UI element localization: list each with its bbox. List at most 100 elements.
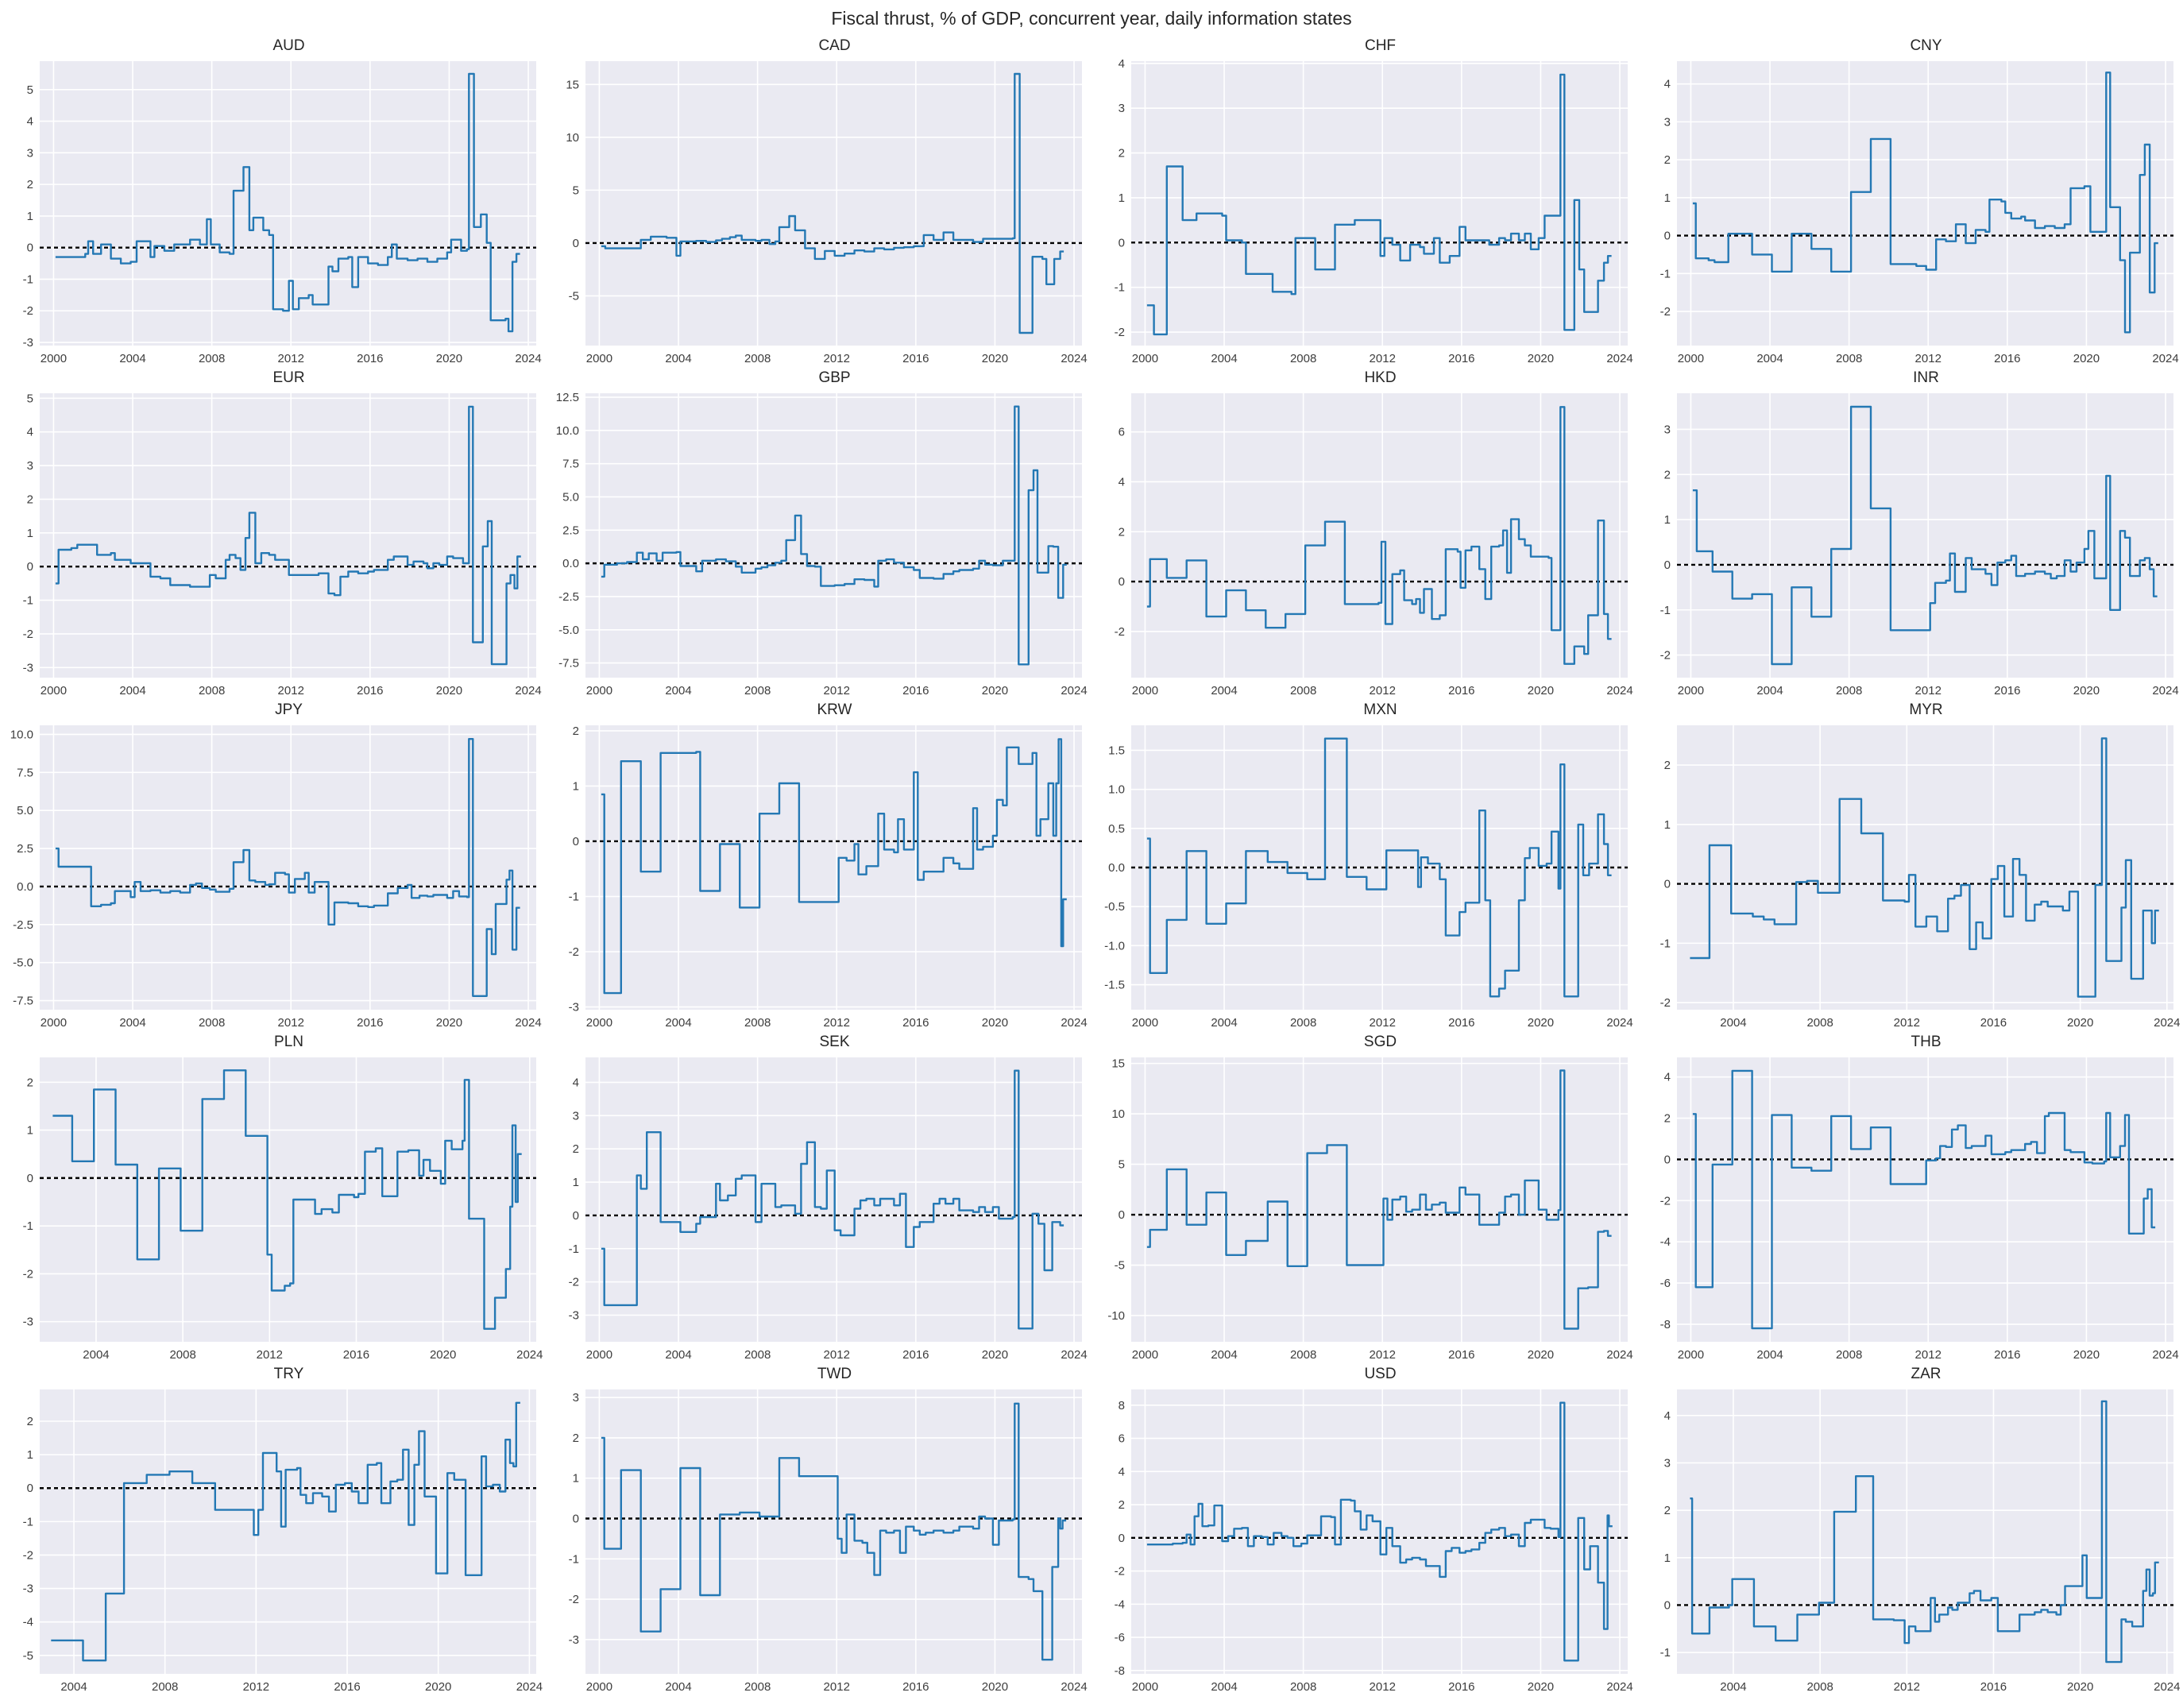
svg-text:2016: 2016 bbox=[902, 1016, 929, 1030]
svg-text:0: 0 bbox=[573, 835, 579, 848]
chart-plot: 2000 2004 2008 2012 2016 2020 2024 3 2 1 0 -1 -2 -3 bbox=[569, 1389, 1088, 1694]
svg-text:0: 0 bbox=[27, 1172, 33, 1185]
svg-text:2020: 2020 bbox=[436, 352, 462, 365]
svg-text:2020: 2020 bbox=[2067, 1680, 2093, 1694]
svg-text:2024: 2024 bbox=[1606, 1016, 1632, 1030]
svg-text:0: 0 bbox=[573, 1512, 579, 1525]
svg-text:1: 1 bbox=[573, 1176, 579, 1189]
svg-text:2: 2 bbox=[1664, 1504, 1671, 1517]
svg-text:1: 1 bbox=[27, 1124, 33, 1138]
svg-text:4: 4 bbox=[1664, 1409, 1671, 1423]
svg-text:-2.5: -2.5 bbox=[558, 590, 579, 604]
svg-text:1: 1 bbox=[1664, 818, 1671, 832]
chart-panel-jpy: JPY 2000 2004 2008 2012 2016 2020 2024 10.0 7.5 5… bbox=[0, 700, 546, 1032]
chart-plot: 2000 2004 2008 2012 2016 2020 2024 10.0 7.5 5.0 2.… bbox=[10, 725, 542, 1030]
svg-text:2016: 2016 bbox=[1448, 352, 1474, 365]
svg-text:-1: -1 bbox=[23, 272, 33, 286]
svg-text:4: 4 bbox=[573, 1076, 579, 1089]
svg-text:6: 6 bbox=[1119, 1432, 1125, 1446]
svg-text:2004: 2004 bbox=[665, 684, 691, 697]
svg-text:2004: 2004 bbox=[1211, 1016, 1237, 1030]
svg-text:2012: 2012 bbox=[1894, 1016, 1920, 1030]
svg-text:2: 2 bbox=[573, 1432, 579, 1445]
svg-text:2: 2 bbox=[1664, 1112, 1671, 1126]
chart-plot: 2000 2004 2008 2012 2016 2020 2024 8 6 4 2 0 -2 -4 -6 -… bbox=[1115, 1389, 1633, 1694]
chart-panel-cny: CNY 2000 2004 2008 2012 2016 2020 2024 4 3 2 1 0 -1 -… bbox=[1637, 36, 2183, 368]
svg-text:2008: 2008 bbox=[1806, 1016, 1833, 1030]
svg-text:2: 2 bbox=[27, 1415, 33, 1428]
svg-text:2.5: 2.5 bbox=[562, 524, 579, 537]
svg-text:2: 2 bbox=[1664, 468, 1671, 481]
svg-text:-3: -3 bbox=[569, 1309, 579, 1323]
chart-plot: 2000 2004 2008 2012 2016 2020 2024 4 2 0 -2 -4 -6 -8 bbox=[1660, 1057, 2179, 1362]
svg-text:-1: -1 bbox=[1115, 281, 1125, 295]
svg-text:-2: -2 bbox=[1115, 625, 1125, 639]
svg-text:0: 0 bbox=[1664, 878, 1671, 891]
svg-text:-10: -10 bbox=[1107, 1309, 1125, 1323]
chart-plot: 2000 2004 2008 2012 2016 2020 2024 4 3 2 1 0 -1 -2 bbox=[1115, 57, 1633, 365]
svg-text:2008: 2008 bbox=[199, 684, 225, 697]
svg-text:2016: 2016 bbox=[1448, 1680, 1474, 1694]
svg-text:10.0: 10.0 bbox=[10, 728, 33, 741]
chart-title-try: TRY bbox=[273, 1366, 304, 1382]
chart-panel-try: TRY 2004 2008 2012 2016 2020 2024 2 1 0 -1 -2 -3 -4 -… bbox=[0, 1364, 546, 1696]
chart-panel-zar: ZAR 2004 2008 2012 2016 2020 2024 4 3 2 1 0 -1 bbox=[1637, 1364, 2183, 1696]
svg-text:-1: -1 bbox=[569, 1242, 579, 1256]
svg-text:4: 4 bbox=[1119, 475, 1125, 489]
svg-text:2016: 2016 bbox=[1980, 1016, 2007, 1030]
chart-plot: 2004 2008 2012 2016 2020 2024 2 1 0 -1 -2 -3 bbox=[23, 1057, 543, 1362]
svg-text:2000: 2000 bbox=[1132, 1016, 1158, 1030]
svg-text:2020: 2020 bbox=[1528, 1016, 1554, 1030]
svg-text:2020: 2020 bbox=[1528, 352, 1554, 365]
svg-text:-4: -4 bbox=[1115, 1598, 1125, 1611]
svg-text:2016: 2016 bbox=[1994, 684, 2020, 697]
svg-text:2: 2 bbox=[27, 1076, 33, 1089]
chart-panel-twd: TWD 2000 2004 2008 2012 2016 2020 2024 3 2 1 0 -1 -2… bbox=[546, 1364, 1092, 1696]
svg-text:2012: 2012 bbox=[1370, 1680, 1396, 1694]
svg-text:2008: 2008 bbox=[744, 684, 771, 697]
svg-text:2012: 2012 bbox=[1370, 684, 1396, 697]
svg-text:-1.0: -1.0 bbox=[1104, 939, 1125, 953]
chart-panel-mxn: MXN 2000 2004 2008 2012 2016 2020 2024 1.5 1.0 0.… bbox=[1092, 700, 1637, 1032]
chart-plot: 2000 2004 2008 2012 2016 2020 2024 4 3 2 1 0 -1 -2 -3 bbox=[569, 1057, 1088, 1362]
svg-text:-1: -1 bbox=[23, 594, 33, 608]
svg-text:0: 0 bbox=[27, 560, 33, 574]
chart-title-gbp: GBP bbox=[818, 369, 851, 386]
svg-text:2024: 2024 bbox=[2154, 1016, 2180, 1030]
svg-text:4: 4 bbox=[1119, 57, 1125, 71]
svg-text:2008: 2008 bbox=[1290, 684, 1316, 697]
chart-plot: 2000 2004 2008 2012 2016 2020 2024 4 3 2 1 0 -1 -2 bbox=[1660, 61, 2179, 365]
svg-text:2020: 2020 bbox=[2073, 684, 2100, 697]
svg-text:2012: 2012 bbox=[824, 1016, 850, 1030]
svg-text:2000: 2000 bbox=[1132, 684, 1158, 697]
svg-text:3: 3 bbox=[573, 1109, 579, 1123]
chart-plot: 2000 2004 2008 2012 2016 2020 2024 2 1 0 -1 -2 -3 bbox=[569, 725, 1088, 1030]
svg-text:2020: 2020 bbox=[425, 1680, 451, 1694]
chart-plot: 2000 2004 2008 2012 2016 2020 2024 3 2 1 0 -1 -2 bbox=[1660, 393, 2179, 697]
svg-text:2008: 2008 bbox=[169, 1348, 195, 1362]
svg-text:2000: 2000 bbox=[586, 1680, 612, 1694]
svg-text:2024: 2024 bbox=[2152, 1348, 2178, 1362]
svg-text:2020: 2020 bbox=[1528, 1680, 1554, 1694]
svg-text:1: 1 bbox=[1664, 513, 1671, 527]
chart-title-myr: MYR bbox=[1909, 701, 1943, 718]
chart-plot: 2000 2004 2008 2012 2016 2020 2024 5 4 3 2 1 0 -1 -2 -3 bbox=[23, 61, 542, 365]
svg-text:-1: -1 bbox=[569, 1552, 579, 1566]
chart-title-inr: INR bbox=[1913, 369, 1939, 386]
svg-text:2008: 2008 bbox=[1290, 1680, 1316, 1694]
svg-text:2024: 2024 bbox=[2152, 352, 2178, 365]
svg-text:5: 5 bbox=[27, 83, 33, 97]
svg-text:-2: -2 bbox=[1115, 1565, 1125, 1579]
svg-text:2012: 2012 bbox=[824, 1680, 850, 1694]
svg-text:2012: 2012 bbox=[278, 352, 304, 365]
chart-title-aud: AUD bbox=[272, 37, 305, 54]
svg-text:-8: -8 bbox=[1115, 1664, 1125, 1678]
svg-text:2000: 2000 bbox=[1132, 1680, 1158, 1694]
chart-title-mxn: MXN bbox=[1363, 701, 1397, 718]
svg-text:5: 5 bbox=[27, 392, 33, 405]
svg-text:0: 0 bbox=[27, 242, 33, 255]
svg-text:2: 2 bbox=[573, 725, 579, 738]
svg-text:2024: 2024 bbox=[1606, 1680, 1632, 1694]
svg-text:2020: 2020 bbox=[982, 684, 1008, 697]
chart-title-eur: EUR bbox=[272, 369, 305, 386]
